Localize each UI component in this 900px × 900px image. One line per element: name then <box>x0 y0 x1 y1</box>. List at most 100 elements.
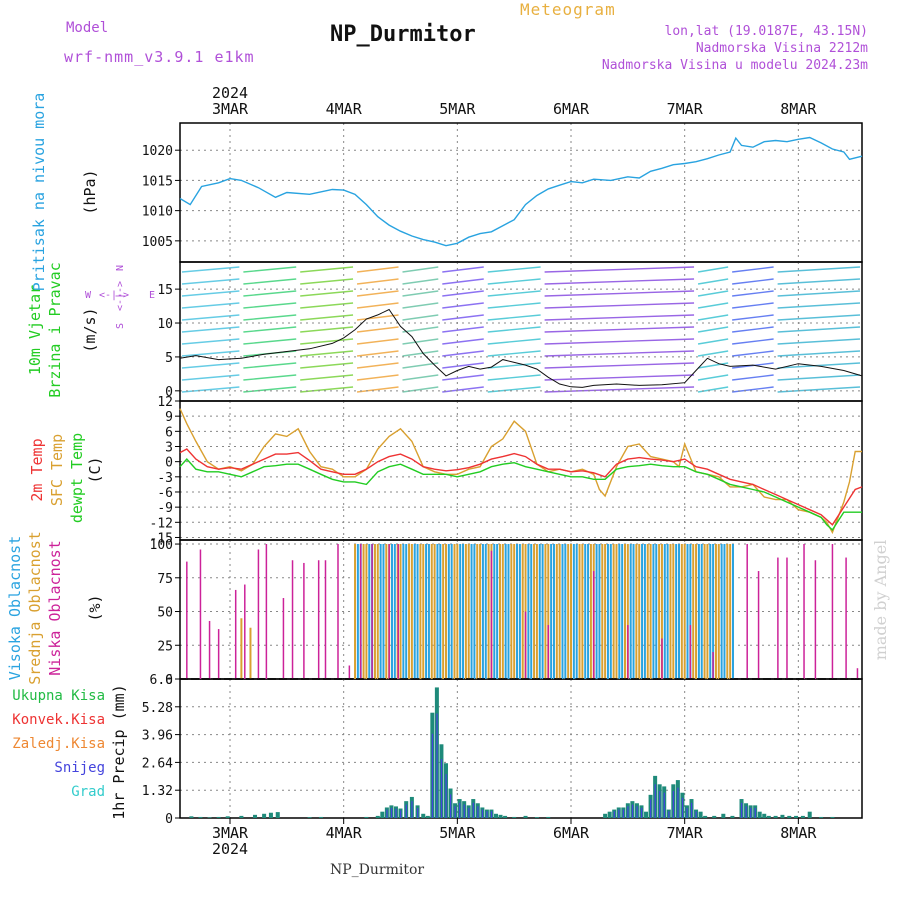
wind-barb-row <box>544 338 695 345</box>
wind-barb-row <box>356 386 399 393</box>
panel-frame <box>179 400 863 541</box>
wind-barb-row <box>777 314 861 321</box>
precip-bar <box>703 815 708 818</box>
cloud-unit: (%) <box>86 594 104 621</box>
wind-barb-row <box>181 278 240 285</box>
precip-bar <box>546 816 551 818</box>
location-coords: lon,lat (19.0187E, 43.15N) <box>664 24 869 39</box>
precip-bar <box>773 815 778 818</box>
wind-ylabel-2: Brzina i Pravac <box>46 262 64 397</box>
precip-snow-bar <box>659 791 661 818</box>
wind-barb-row <box>777 326 861 333</box>
wind-barb-row <box>442 362 484 369</box>
precip-bar <box>780 814 785 818</box>
wind-barb-row <box>181 302 240 309</box>
model-label: Model <box>66 20 109 36</box>
wind-barb-row <box>777 266 861 273</box>
wind-unit: (m/s) <box>81 307 99 352</box>
wind-barb-row <box>544 350 695 357</box>
wind-barb-row <box>777 302 861 309</box>
wind-barb-row <box>697 326 729 333</box>
wind-barb-row <box>402 290 439 297</box>
cloud-ylabel-3: Niska Oblacnost <box>46 540 64 675</box>
precip-bar <box>730 815 735 818</box>
wind-barb-row <box>181 314 240 321</box>
x-year-bottom: 2024 <box>212 840 248 858</box>
precip-snow-bar <box>454 806 456 818</box>
wind-barb-row <box>544 266 695 273</box>
precip-bar <box>534 817 539 818</box>
wind-barb-row <box>300 350 354 357</box>
y-tick-label: -9 <box>157 501 173 516</box>
wind-barb-row <box>544 278 695 285</box>
compass-north-label: N <box>115 265 126 271</box>
precip-bar <box>607 811 612 818</box>
precip-snow-bar <box>686 807 688 818</box>
wind-barb-row <box>300 338 354 345</box>
wind-barb-row <box>181 326 240 333</box>
tsfc-line <box>179 408 862 535</box>
precip-snow-bar <box>459 802 461 818</box>
precip-snow-bar <box>463 804 465 818</box>
temp-ylabel-2: SFC Temp <box>48 434 66 506</box>
wind-barb-row <box>777 338 861 345</box>
precip-snow-bar <box>472 802 474 818</box>
model-name: wrf-nmm_v3.9.1 e1km <box>64 48 255 66</box>
wind-barb-row <box>181 386 240 393</box>
temp-ylabel-1: 2m Temp <box>28 438 46 501</box>
precip-bar <box>762 813 767 818</box>
wind-barb-row <box>442 338 484 345</box>
wind-barb-row <box>544 374 695 381</box>
y-tick-label: 50 <box>157 606 173 621</box>
wind-barb-row <box>402 350 439 357</box>
wind-ylabel-1: 10m Vjetar <box>26 285 44 375</box>
precip-snow-bar <box>741 802 743 818</box>
wind-barb-row <box>243 302 297 309</box>
precip-snow-bar <box>395 808 397 818</box>
precip-bar <box>794 815 799 818</box>
wind-barb-row <box>697 266 729 273</box>
wind-barb-row <box>243 290 297 297</box>
wind-barb-row <box>487 278 541 285</box>
wind-barb-row <box>442 278 484 285</box>
precip-bar <box>318 816 323 818</box>
precip-bar <box>207 817 212 818</box>
precip-snow-bar <box>450 794 452 818</box>
precip-snow-bar <box>390 807 393 818</box>
wind-barb-row <box>356 266 399 273</box>
precip-snow-bar <box>431 733 434 818</box>
y-tick-label: 6.6 <box>150 673 173 688</box>
wind-barb-row <box>300 362 354 369</box>
precip-bar <box>721 813 726 818</box>
precip-bar <box>225 816 230 818</box>
precip-bar <box>425 815 430 818</box>
wind-barb-row <box>181 266 240 273</box>
wind-barb-row <box>442 374 484 381</box>
pressure-line <box>179 136 863 247</box>
y-tick-label: 10 <box>157 317 173 332</box>
y-tick-label: 3 <box>165 440 173 455</box>
temp-unit: (C) <box>86 456 104 483</box>
precip-bar <box>800 815 805 818</box>
wind-barb-row <box>243 374 297 381</box>
wind-barb-row <box>487 362 541 369</box>
x-tick-label-top: 5MAR <box>439 100 476 118</box>
wind-barb-row <box>442 266 484 273</box>
wind-barb-row <box>442 314 484 321</box>
precip-snow-bar <box>622 809 624 818</box>
precip-bar <box>757 811 762 818</box>
compass-east-label: E <box>149 290 155 301</box>
wind-barb-row <box>442 386 484 393</box>
precip-snow-bar <box>650 799 652 818</box>
wind-barb-row <box>487 302 541 309</box>
y-tick-label: 25 <box>157 639 173 654</box>
y-tick-label: 75 <box>157 572 173 587</box>
wind-barb-row <box>300 290 354 297</box>
wind-barb-row <box>243 338 297 345</box>
wind-barb-row <box>697 374 729 381</box>
precip-legend-2: Konvek.Kisa <box>12 712 105 728</box>
precip-snow-bar <box>745 806 747 818</box>
footer-station: NP_Durmitor <box>330 862 425 878</box>
precip-snow-bar <box>663 792 665 818</box>
